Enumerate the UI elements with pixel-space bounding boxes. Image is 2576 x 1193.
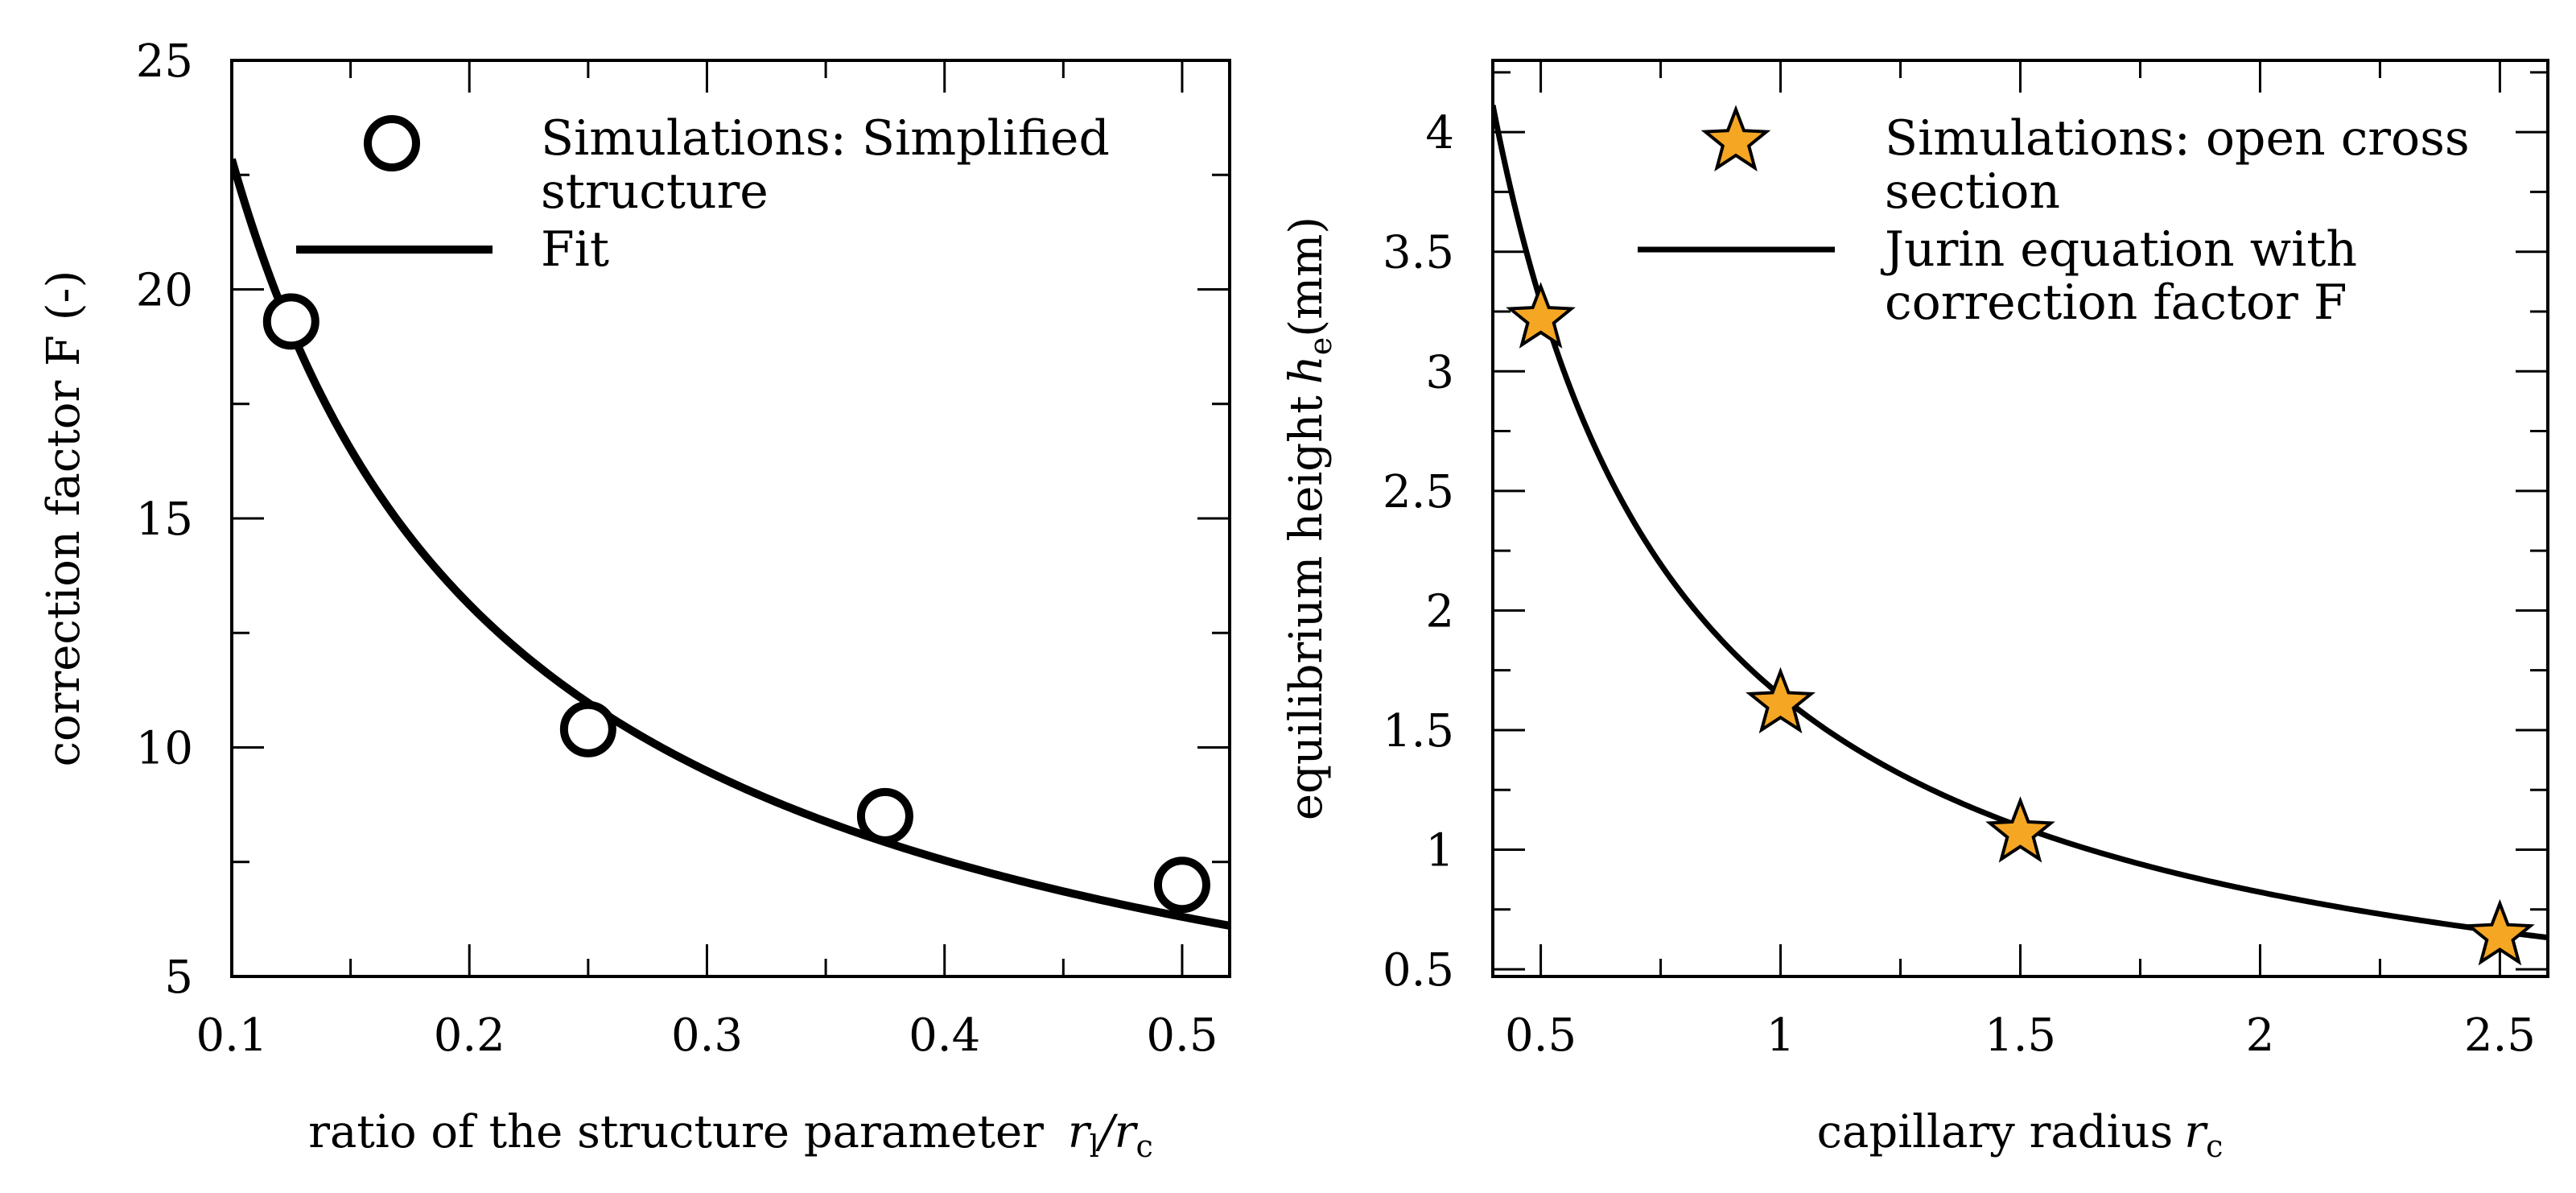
y-tick-label: 10 bbox=[136, 723, 193, 775]
data-point-circle bbox=[856, 787, 913, 844]
y-tick-label: 4 bbox=[1425, 107, 1454, 159]
y-tick-label: 2.5 bbox=[1383, 466, 1454, 518]
left-y-axis-label: correction factor F (-) bbox=[38, 270, 90, 767]
y-tick-label: 25 bbox=[136, 35, 193, 88]
x-tick-label: 1.5 bbox=[1985, 1009, 2056, 1062]
x-tick-label: 2 bbox=[2246, 1009, 2275, 1062]
x-tick-label: 0.5 bbox=[1146, 1009, 1218, 1062]
data-point-star bbox=[1985, 796, 2055, 863]
left-fit-curve bbox=[232, 158, 1230, 930]
right-ytick-labels: 0.5 1 1.5 2 2.5 3 3.5 4 bbox=[1383, 107, 1454, 997]
data-point-star bbox=[1506, 282, 1576, 349]
y-tick-label: 1 bbox=[1425, 825, 1454, 877]
left-xtick-labels: 0.1 0.2 0.3 0.4 0.5 bbox=[196, 1009, 1218, 1062]
legend-entry-jurin-line2: correction factor F bbox=[1885, 275, 2347, 331]
y-tick-label: 15 bbox=[136, 493, 193, 546]
legend-entry-simulations-simplified: Simulations: Simplified bbox=[541, 110, 1110, 167]
x-tick-label: 0.1 bbox=[196, 1009, 267, 1062]
legend-circle-marker bbox=[364, 115, 420, 171]
left-ticks bbox=[230, 59, 1230, 978]
data-point-circle bbox=[559, 700, 616, 757]
left-fit-curve-group bbox=[232, 158, 1230, 930]
x-tick-label: 2.5 bbox=[2464, 1009, 2536, 1062]
y-tick-label: 2 bbox=[1425, 585, 1454, 638]
left-markers bbox=[262, 293, 1210, 914]
legend-entry-jurin: Jurin equation with bbox=[1880, 221, 2357, 278]
y-tick-label: 3.5 bbox=[1383, 227, 1454, 279]
legend-star-marker bbox=[1700, 105, 1771, 171]
x-tick-label: 1 bbox=[1766, 1009, 1795, 1062]
left-legend: Simulations: Simplified structure Fit bbox=[296, 110, 1110, 278]
data-point-circle bbox=[1153, 857, 1210, 914]
x-tick-label: 0.2 bbox=[434, 1009, 505, 1062]
y-tick-label: 0.5 bbox=[1383, 944, 1454, 997]
y-tick-label: 3 bbox=[1425, 346, 1454, 398]
data-point-star bbox=[2465, 898, 2535, 966]
right-xtick-labels: 0.5 1 1.5 2 2.5 bbox=[1505, 1009, 2536, 1062]
y-tick-label: 5 bbox=[164, 952, 193, 1004]
left-chart: 0.1 0.2 0.3 0.4 0.5 5 10 15 20 25 ratio of the s… bbox=[38, 35, 1231, 1164]
legend-entry-simulations-simplified-line2: structure bbox=[541, 163, 769, 220]
left-ytick-labels: 5 10 15 20 25 bbox=[136, 35, 193, 1004]
legend-entry-fit: Fit bbox=[541, 221, 609, 278]
right-y-axis-label: equilibrium heighthe(mm) bbox=[1280, 217, 1338, 820]
left-x-axis-label: ratio of the structure parameter rl/rc bbox=[308, 1106, 1152, 1164]
x-tick-label: 0.5 bbox=[1505, 1009, 1577, 1062]
legend-entry-simulations-open-line2: section bbox=[1885, 163, 2060, 220]
right-chart: 0.5 1 1.5 2 2.5 0.5 1 1.5 2 2.5 3 3.5 4 capillary r… bbox=[1280, 59, 2549, 1164]
right-legend: Simulations: open cross section Jurin eq… bbox=[1638, 105, 2470, 331]
data-point-star bbox=[1745, 667, 1816, 734]
legend-entry-simulations-open: Simulations: open cross bbox=[1885, 110, 2470, 167]
data-point-circle bbox=[262, 293, 319, 350]
x-tick-label: 0.4 bbox=[909, 1009, 980, 1062]
right-x-axis-label: capillary radius rc bbox=[1817, 1106, 2224, 1164]
right-ticks bbox=[1493, 60, 2548, 976]
right-markers bbox=[1506, 282, 2535, 966]
x-tick-label: 0.3 bbox=[671, 1009, 743, 1062]
y-tick-label: 20 bbox=[136, 265, 193, 317]
y-tick-label: 1.5 bbox=[1383, 705, 1454, 757]
